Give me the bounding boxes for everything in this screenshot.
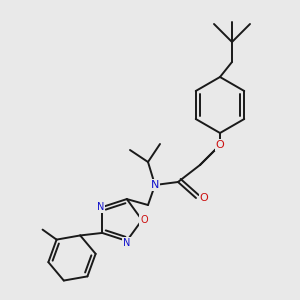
Text: N: N	[151, 180, 159, 190]
Text: O: O	[200, 193, 208, 203]
Text: N: N	[97, 202, 104, 212]
Text: O: O	[216, 140, 224, 150]
Text: N: N	[123, 238, 130, 248]
Text: O: O	[140, 215, 148, 225]
